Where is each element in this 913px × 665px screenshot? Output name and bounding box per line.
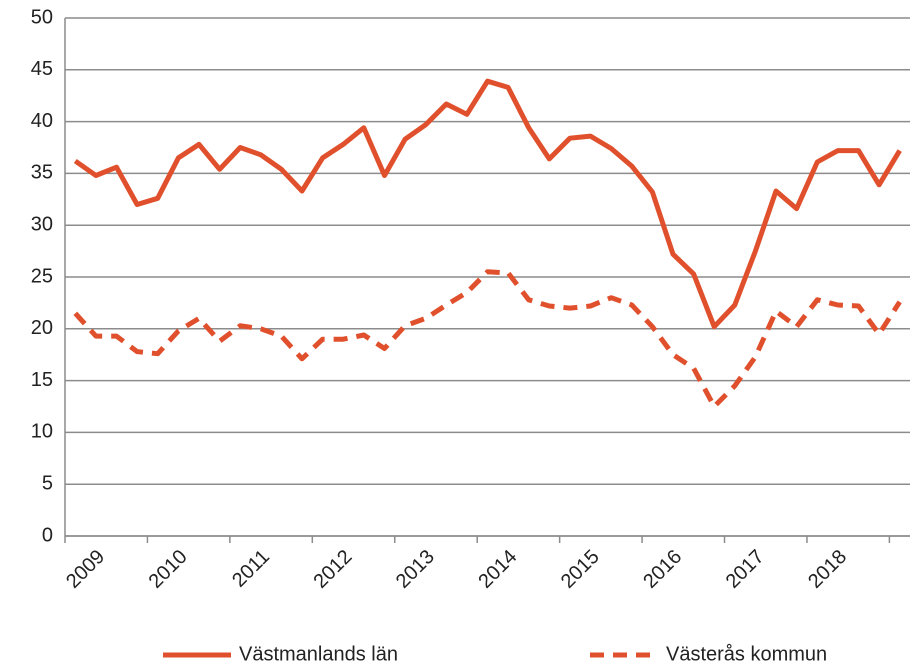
legend-label: Västerås kommun bbox=[666, 643, 827, 665]
x-tick-label: 2018 bbox=[804, 546, 851, 593]
x-tick-label: 2010 bbox=[145, 546, 192, 593]
y-tick-label: 35 bbox=[31, 162, 53, 184]
y-tick-label: 10 bbox=[31, 421, 53, 443]
y-tick-label: 20 bbox=[31, 317, 53, 339]
y-tick-label: 0 bbox=[42, 524, 53, 546]
x-tick-label: 2012 bbox=[309, 546, 356, 593]
legend-label: Västmanlands län bbox=[239, 643, 398, 665]
x-tick-label: 2017 bbox=[722, 546, 769, 593]
y-tick-label: 40 bbox=[31, 110, 53, 132]
x-tick-label: 2011 bbox=[228, 546, 274, 592]
series-line bbox=[73, 269, 902, 409]
x-tick-label: 2014 bbox=[474, 546, 521, 593]
series-line bbox=[73, 78, 902, 330]
x-tick-label: 2015 bbox=[557, 546, 604, 593]
y-tick-label: 50 bbox=[31, 6, 53, 28]
y-tick-label: 5 bbox=[42, 472, 53, 494]
x-tick-label: 2013 bbox=[392, 546, 439, 593]
y-tick-label: 30 bbox=[31, 213, 53, 235]
x-tick-label: 2009 bbox=[62, 546, 109, 593]
x-tick-label: 2016 bbox=[639, 546, 686, 593]
y-tick-label: 45 bbox=[31, 58, 53, 80]
y-tick-label: 15 bbox=[31, 369, 53, 391]
y-tick-label: 25 bbox=[31, 265, 53, 287]
